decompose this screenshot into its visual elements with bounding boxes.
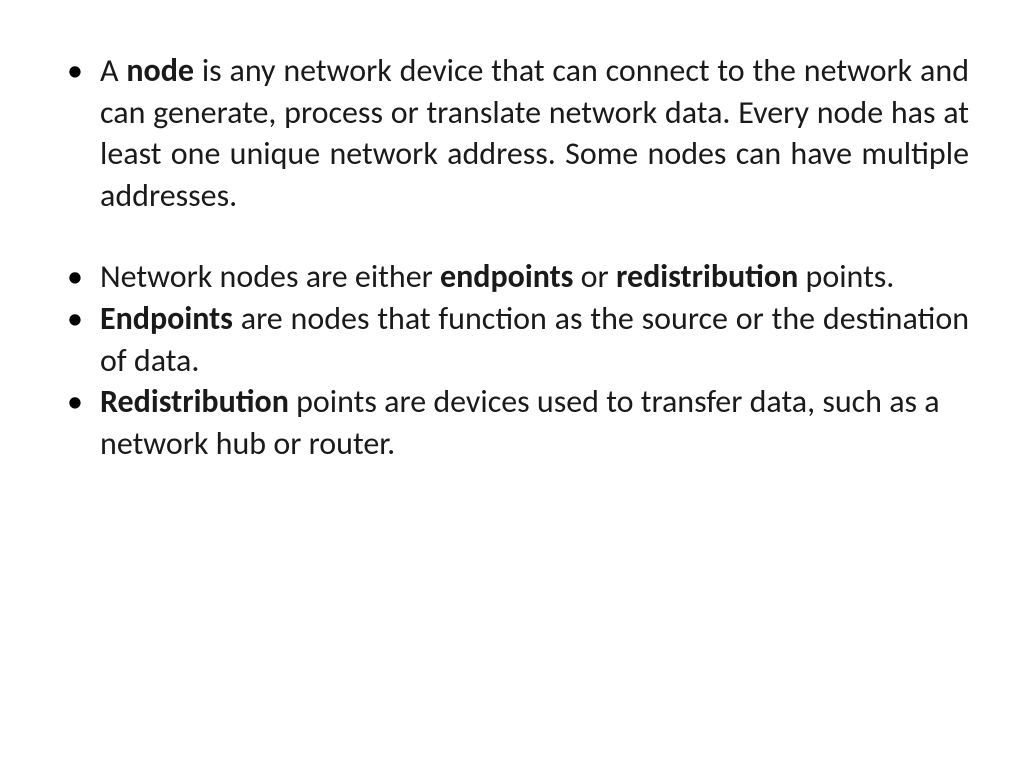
text-segment: points. [798,257,894,296]
text-segment: is any network device that can connect t… [100,51,969,215]
text-segment: A [100,51,126,90]
text-segment: node [126,51,194,90]
text-segment: Redistribution [100,382,289,421]
bullet-item: Redistribution points are devices used t… [55,381,969,464]
text-segment: redistribution [616,257,798,296]
bullet-item: A node is any network device that can co… [55,50,969,216]
bullet-list: A node is any network device that can co… [55,50,969,464]
text-segment: Network nodes are either [100,257,440,296]
bullet-item: Network nodes are either endpoints or re… [55,256,969,298]
text-segment: or [573,257,616,296]
bullet-item: Endpoints are nodes that function as the… [55,298,969,381]
text-segment: Endpoints [100,299,233,338]
text-segment: endpoints [440,257,573,296]
